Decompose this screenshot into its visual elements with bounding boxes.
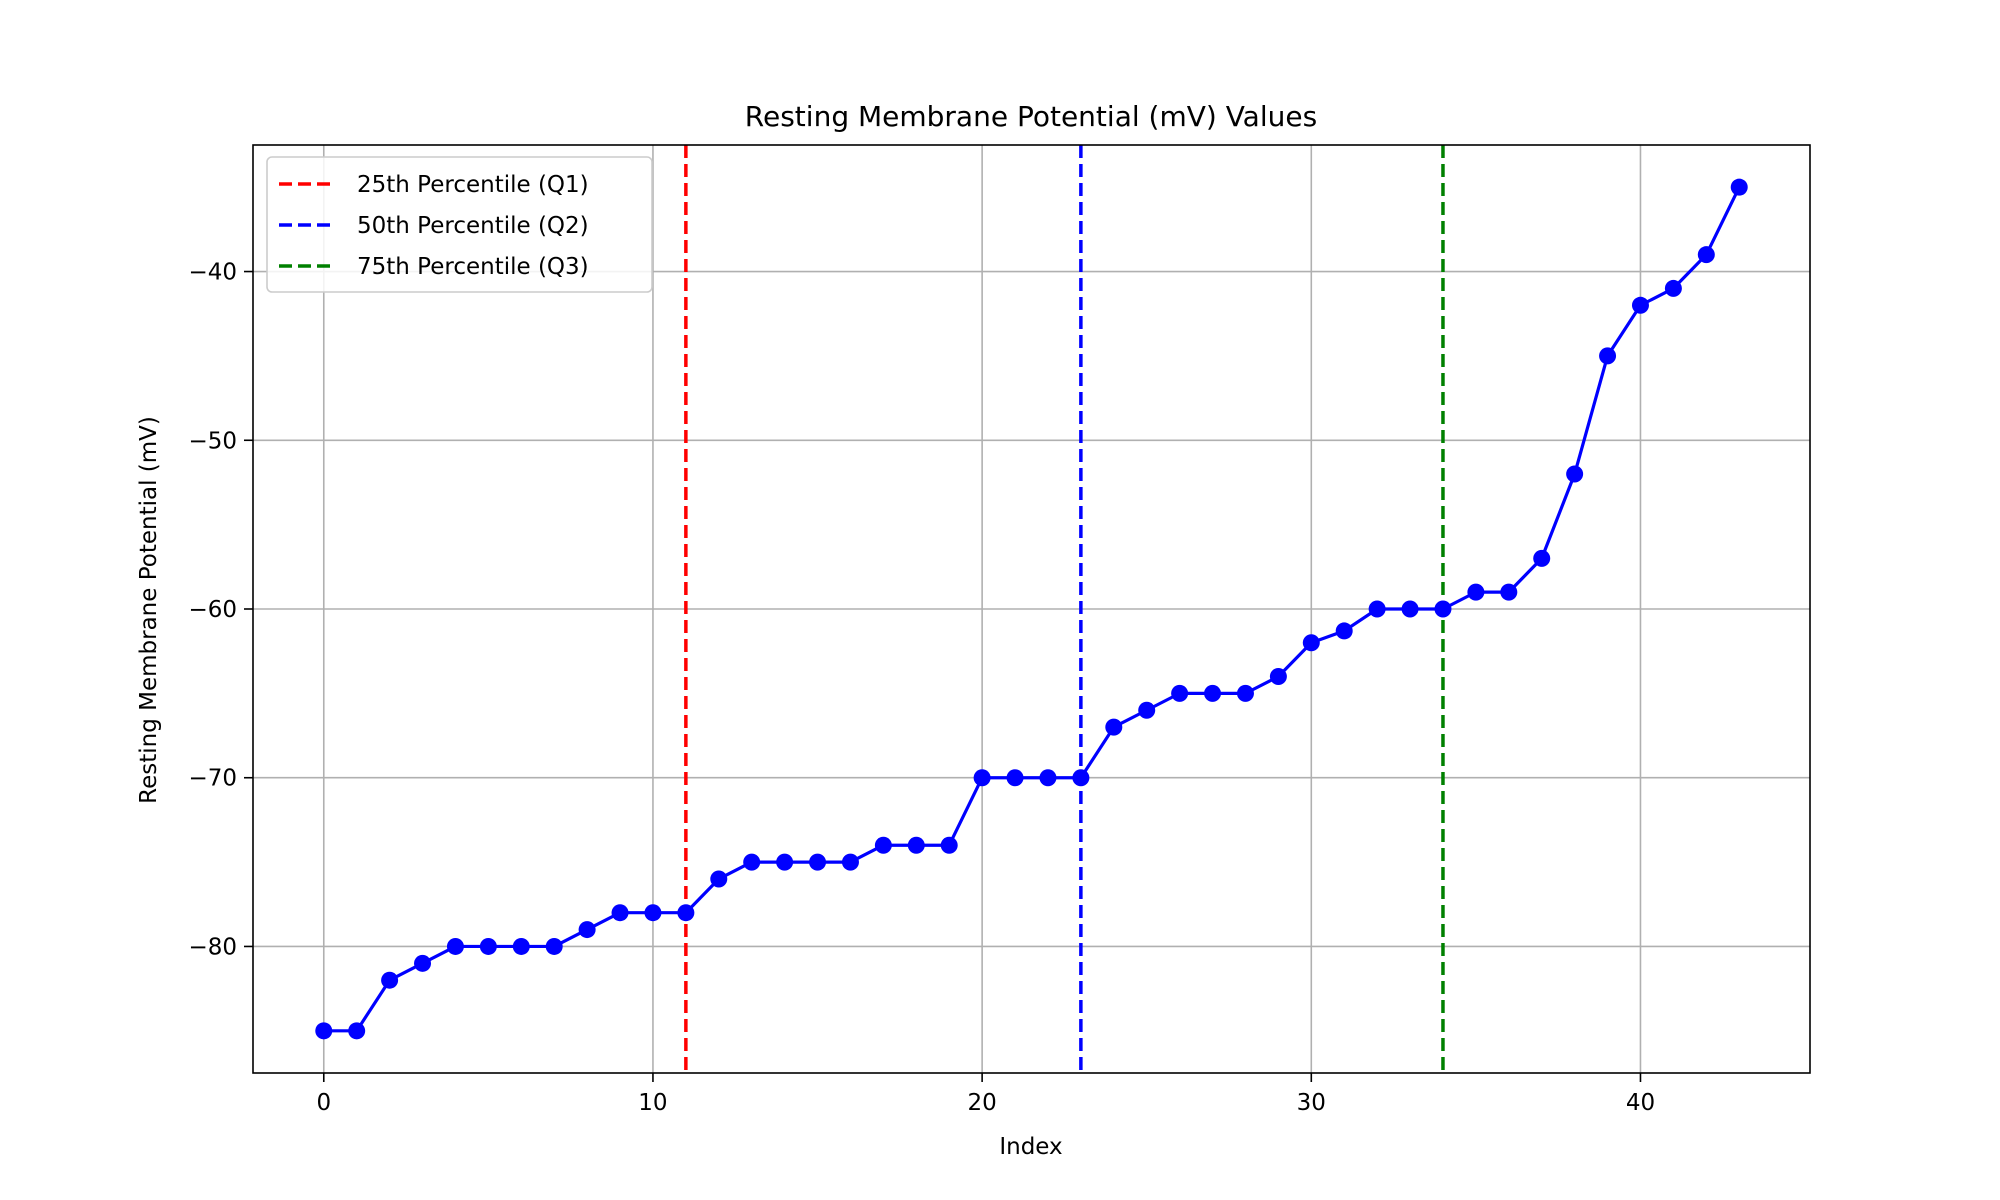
data-point	[1664, 279, 1682, 297]
data-point	[973, 769, 991, 787]
data-point	[1566, 465, 1584, 483]
data-point	[545, 937, 563, 955]
data-point	[776, 853, 794, 871]
data-point	[1039, 769, 1057, 787]
data-point	[446, 937, 464, 955]
data-point	[1368, 600, 1386, 618]
data-point	[809, 853, 827, 871]
legend: 25th Percentile (Q1) 50th Percentile (Q2)…	[266, 156, 653, 293]
y-tick-label: −60	[188, 597, 237, 623]
data-point	[1335, 622, 1353, 640]
axis-ticks: 0 10 20 30 40 −80 −70 −60 −50 −40	[188, 260, 1655, 1116]
data-point	[512, 937, 530, 955]
data-point	[381, 971, 399, 989]
data-point	[1138, 701, 1156, 719]
data-point	[1204, 684, 1222, 702]
x-tick-label: 0	[316, 1090, 331, 1116]
x-tick-label: 20	[967, 1090, 996, 1116]
legend-label: 50th Percentile (Q2)	[357, 213, 589, 239]
data-series	[315, 178, 1748, 1040]
legend-label: 75th Percentile (Q3)	[357, 254, 589, 280]
y-tick-label: −80	[188, 934, 237, 960]
data-point	[611, 904, 629, 922]
data-point	[315, 1022, 333, 1040]
data-point	[1533, 549, 1551, 567]
data-point	[743, 853, 761, 871]
chart-title: Resting Membrane Potential (mV) Values	[745, 100, 1317, 133]
x-axis-label: Index	[999, 1134, 1062, 1160]
legend-box	[266, 156, 653, 293]
data-point	[1401, 600, 1419, 618]
data-point	[414, 954, 432, 972]
data-point	[1006, 769, 1024, 787]
data-point	[578, 921, 596, 939]
data-point	[1467, 583, 1485, 601]
y-axis-label: Resting Membrane Potential (mV)	[136, 416, 162, 804]
x-tick-label: 10	[638, 1090, 667, 1116]
data-point	[1072, 769, 1090, 787]
data-point	[479, 937, 497, 955]
data-point	[1105, 718, 1123, 736]
data-point	[940, 836, 958, 854]
data-point	[1730, 178, 1748, 196]
data-point	[644, 904, 662, 922]
data-point	[710, 870, 728, 888]
data-point	[348, 1022, 366, 1040]
y-tick-label: −50	[188, 428, 237, 454]
data-point	[1500, 583, 1518, 601]
data-point	[1599, 347, 1617, 365]
data-point	[1269, 667, 1287, 685]
legend-label: 25th Percentile (Q1)	[357, 172, 589, 198]
y-tick-label: −40	[188, 260, 237, 286]
x-tick-label: 30	[1297, 1090, 1326, 1116]
data-point	[1631, 296, 1649, 314]
data-point	[841, 853, 859, 871]
data-point	[1236, 684, 1254, 702]
x-tick-label: 40	[1626, 1090, 1655, 1116]
data-point	[1434, 600, 1452, 618]
data-point	[907, 836, 925, 854]
y-tick-label: −70	[188, 766, 237, 792]
data-point	[1171, 684, 1189, 702]
data-point	[1697, 246, 1715, 264]
data-point	[677, 904, 695, 922]
data-point	[874, 836, 892, 854]
data-point	[1302, 634, 1320, 652]
